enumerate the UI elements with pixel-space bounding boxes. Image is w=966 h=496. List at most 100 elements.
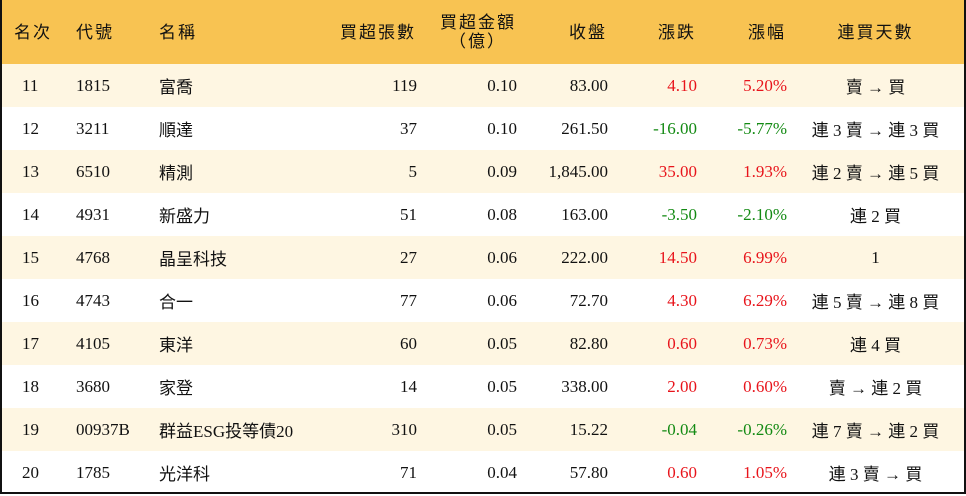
cell-change: 4.10 <box>667 75 697 95</box>
cell-change: -3.50 <box>661 204 697 224</box>
header-code: 代號 <box>76 22 114 42</box>
cell-pct: 0.73% <box>743 333 787 353</box>
table-row[interactable]: 13 6510 精測 5 0.09 1,845.00 35.00 1.93% 連 2 賣 → 連… <box>2 150 964 193</box>
cell-lots: 60 <box>400 333 417 353</box>
cell-name: 光洋科 <box>159 465 210 484</box>
cell-rank: 17 <box>22 333 39 353</box>
cell-rank: 20 <box>22 462 39 482</box>
cell-lots: 71 <box>400 462 417 482</box>
cell-lots: 5 <box>408 161 418 181</box>
cell-close: 222.00 <box>561 247 608 267</box>
cell-rank: 19 <box>22 419 39 439</box>
cell-streak: 賣 → 連 2 買 <box>828 379 923 398</box>
cell-amount: 0.10 <box>487 75 517 95</box>
cell-close: 261.50 <box>561 118 608 138</box>
cell-lots: 37 <box>400 118 417 138</box>
cell-pct: 1.93% <box>743 161 787 181</box>
cell-close: 163.00 <box>561 204 608 224</box>
cell-name: 順達 <box>159 121 193 140</box>
cell-amount: 0.09 <box>487 161 517 181</box>
cell-amount: 0.08 <box>487 204 517 224</box>
cell-lots: 51 <box>400 204 417 224</box>
cell-amount: 0.05 <box>487 419 517 439</box>
cell-pct: 6.29% <box>743 290 787 310</box>
cell-close: 15.22 <box>569 419 608 439</box>
cell-amount: 0.10 <box>487 118 517 138</box>
cell-amount: 0.05 <box>487 376 517 396</box>
table-row[interactable]: 12 3211 順達 37 0.10 261.50 -16.00 -5.77% 連 3 賣 → … <box>2 107 964 150</box>
cell-pct: -0.26% <box>737 419 787 439</box>
cell-close: 83.00 <box>569 75 608 95</box>
cell-streak: 連 4 買 <box>850 336 901 355</box>
header-change: 漲跌 <box>658 22 696 42</box>
cell-streak: 連 2 買 <box>850 207 901 226</box>
header-pct: 漲幅 <box>748 22 786 42</box>
cell-streak: 連 5 賣 → 連 8 買 <box>811 293 940 312</box>
table-row[interactable]: 14 4931 新盛力 51 0.08 163.00 -3.50 -2.10% 連 2 買 <box>2 193 964 236</box>
cell-code: 00937B <box>76 419 130 439</box>
cell-change: 14.50 <box>658 247 697 267</box>
table-header-row: 名次 代號 名稱 買超張數 買超金額 （億） 收盤 漲跌 漲幅 連買天數 <box>2 0 964 64</box>
cell-rank: 13 <box>22 161 39 181</box>
cell-change: -0.04 <box>661 419 697 439</box>
cell-code: 6510 <box>76 161 110 181</box>
cell-close: 338.00 <box>561 376 608 396</box>
cell-change: 2.00 <box>667 376 697 396</box>
table-row[interactable]: 15 4768 晶呈科技 27 0.06 222.00 14.50 6.99% 1 <box>2 236 964 279</box>
table-row[interactable]: 16 4743 合一 77 0.06 72.70 4.30 6.29% 連 5 賣 → 連 8 … <box>2 279 964 322</box>
cell-close: 57.80 <box>569 462 608 482</box>
cell-name: 富喬 <box>159 78 193 97</box>
cell-rank: 16 <box>22 290 39 310</box>
cell-change: 0.60 <box>667 462 697 482</box>
cell-lots: 77 <box>400 290 417 310</box>
cell-code: 3680 <box>76 376 110 396</box>
cell-code: 1815 <box>76 75 110 95</box>
cell-lots: 119 <box>392 75 417 95</box>
header-streak: 連買天數 <box>837 22 914 42</box>
cell-name: 群益ESG投等債20 <box>159 422 294 441</box>
cell-pct: 6.99% <box>743 247 787 267</box>
cell-change: 4.30 <box>667 290 697 310</box>
cell-code: 3211 <box>76 118 110 138</box>
cell-streak: 連 7 賣 → 連 2 買 <box>811 422 940 441</box>
table-row[interactable]: 20 1785 光洋科 71 0.04 57.80 0.60 1.05% 連 3 賣 → 買 <box>2 451 964 494</box>
cell-streak: 連 3 賣 → 連 3 買 <box>811 121 940 140</box>
cell-code: 1785 <box>76 462 110 482</box>
cell-rank: 11 <box>22 75 39 95</box>
table-row[interactable]: 18 3680 家登 14 0.05 338.00 2.00 0.60% 賣 → 連 2 買 <box>2 365 964 408</box>
cell-pct: -5.77% <box>737 118 787 138</box>
cell-rank: 18 <box>22 376 39 396</box>
cell-amount: 0.04 <box>487 462 517 482</box>
header-lots: 買超張數 <box>340 22 416 42</box>
cell-code: 4743 <box>76 290 110 310</box>
cell-amount: 0.05 <box>487 333 517 353</box>
cell-close: 72.70 <box>569 290 608 310</box>
cell-pct: 0.60% <box>743 376 787 396</box>
table-row[interactable]: 17 4105 東洋 60 0.05 82.80 0.60 0.73% 連 4 買 <box>2 322 964 365</box>
cell-pct: -2.10% <box>737 204 787 224</box>
cell-lots: 14 <box>400 376 417 396</box>
cell-change: 0.60 <box>667 333 697 353</box>
cell-close: 82.80 <box>569 333 608 353</box>
table-row[interactable]: 11 1815 富喬 119 0.10 83.00 4.10 5.20% 賣 → 買 <box>2 64 964 107</box>
cell-amount: 0.06 <box>487 247 517 267</box>
cell-change: -16.00 <box>653 118 697 138</box>
cell-rank: 15 <box>22 247 39 267</box>
cell-code: 4768 <box>76 247 110 267</box>
cell-lots: 310 <box>391 419 418 439</box>
cell-rank: 12 <box>22 118 39 138</box>
cell-name: 合一 <box>159 293 193 312</box>
table-row[interactable]: 19 00937B 群益ESG投等債20 310 0.05 15.22 -0.04 -0.26… <box>2 408 964 451</box>
cell-code: 4105 <box>76 333 110 353</box>
cell-pct: 5.20% <box>743 75 787 95</box>
header-amount: 買超金額 （億） <box>417 0 517 64</box>
cell-code: 4931 <box>76 204 110 224</box>
cell-name: 家登 <box>159 379 193 398</box>
header-name: 名稱 <box>159 22 197 42</box>
header-rank: 名次 <box>14 22 52 42</box>
cell-amount: 0.06 <box>487 290 517 310</box>
cell-rank: 14 <box>22 204 39 224</box>
cell-streak: 賣 → 買 <box>845 78 906 97</box>
